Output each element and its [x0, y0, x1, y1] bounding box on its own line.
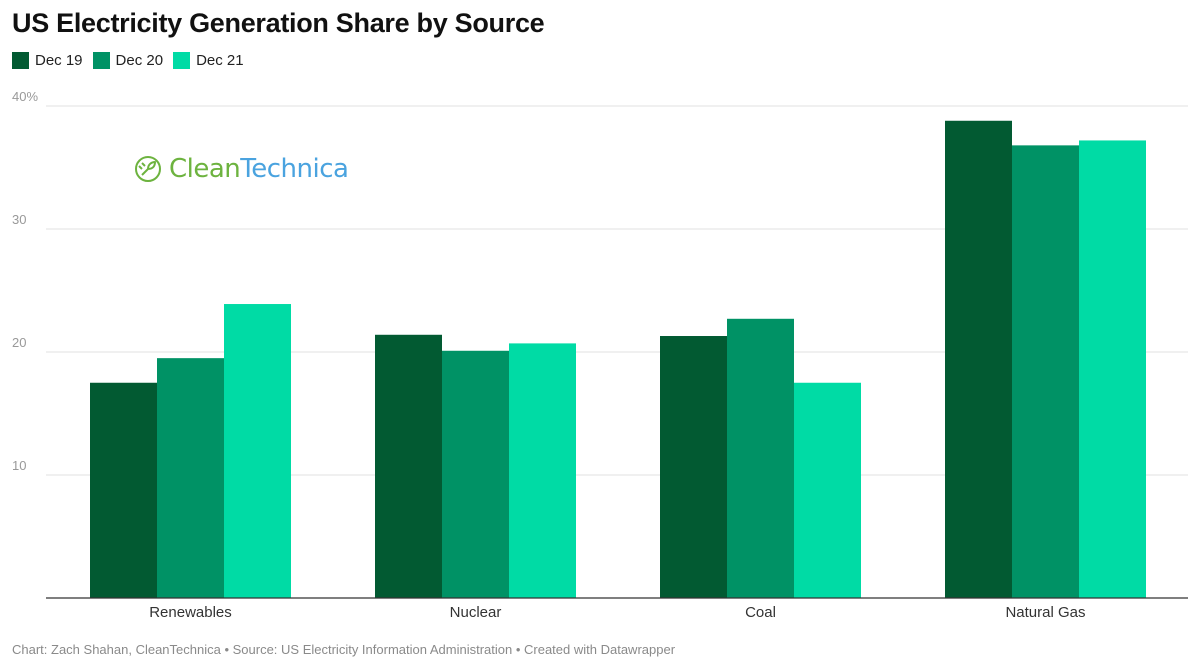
logo-text-technica: Technica: [240, 154, 349, 184]
x-tick-label: Coal: [745, 604, 776, 621]
y-tick-label: 30: [12, 212, 26, 227]
plug-leaf-icon: [135, 156, 161, 182]
bar: [509, 343, 576, 598]
y-tick-label: 40%: [12, 89, 38, 104]
chart-title: US Electricity Generation Share by Sourc…: [12, 8, 545, 38]
legend-item-dec-21: Dec 21: [173, 52, 244, 69]
legend-swatch: [12, 52, 29, 69]
chart-footer: Chart: Zach Shahan, CleanTechnica • Sour…: [12, 642, 676, 657]
legend-swatch: [92, 52, 110, 69]
legend-item-dec-20: Dec 20: [92, 52, 164, 69]
bar: [224, 304, 291, 598]
x-tick-label: Nuclear: [450, 604, 502, 621]
bar: [157, 358, 224, 598]
legend-label: Dec 19: [35, 52, 83, 69]
bar: [375, 334, 442, 598]
bar: [727, 318, 794, 598]
legend: Dec 19 Dec 20 Dec 21: [12, 52, 254, 69]
bar: [945, 120, 1012, 598]
bar: [1012, 145, 1079, 599]
legend-label: Dec 20: [115, 52, 164, 69]
bar: [90, 382, 157, 598]
bar: [794, 382, 861, 598]
x-tick-label: Natural Gas: [1005, 604, 1085, 621]
legend-item-dec-19: Dec 19: [12, 52, 83, 69]
bar: [660, 336, 727, 598]
y-tick-label: 20: [12, 335, 26, 350]
cleantechnica-logo: Clean Technica: [133, 154, 349, 184]
bar: [1079, 140, 1146, 598]
legend-label: Dec 21: [196, 52, 244, 69]
bar: [442, 350, 509, 598]
x-tick-label: Renewables: [149, 604, 232, 621]
legend-swatch: [173, 52, 191, 69]
logo-text-clean: Clean: [169, 154, 241, 184]
y-tick-label: 10: [12, 458, 26, 473]
